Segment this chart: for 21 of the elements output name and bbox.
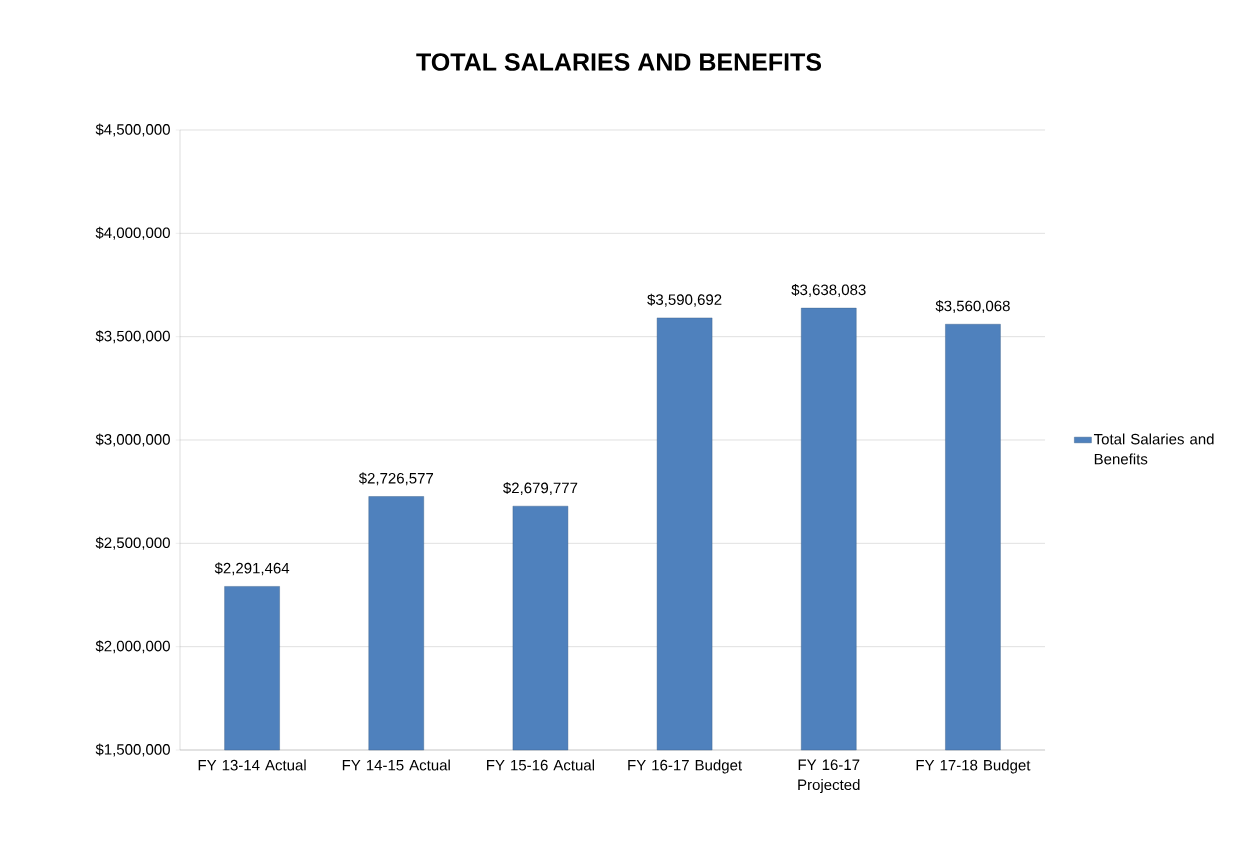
y-tick-label: $4,500,000: [95, 123, 170, 137]
x-tick-label: FY 14-15 Actual: [342, 759, 450, 771]
data-label: $2,726,577: [358, 472, 434, 486]
x-tick-label: FY 15-16 Actual: [487, 759, 595, 771]
chart-title: TOTAL SALARIES AND BENEFITS: [416, 53, 822, 71]
data-label: $3,590,692: [647, 293, 722, 307]
data-label: $2,679,777: [503, 481, 578, 495]
y-tick-label: $2,000,000: [95, 640, 170, 654]
data-label: $3,560,068: [935, 300, 1010, 314]
x-tick-label: FY 17-18 Budget: [916, 759, 1031, 774]
y-tick-label: $1,500,000: [95, 743, 170, 757]
y-tick-label: $4,000,000: [95, 226, 170, 240]
data-label: $2,291,464: [214, 562, 290, 576]
x-tick-label: FY 13-14 Actual: [198, 759, 306, 771]
x-tick-label: FY 16-17 Budget: [628, 759, 742, 774]
data-label: $3,638,083: [791, 283, 866, 297]
x-tick-label: FY 16-17 Projected: [798, 759, 860, 794]
y-tick-label: $3,000,000: [95, 433, 170, 447]
y-tick-label: $2,500,000: [95, 536, 170, 550]
legend-label: Total Salaries and Benefits: [1093, 433, 1214, 465]
y-tick-label: $3,500,000: [95, 330, 170, 344]
